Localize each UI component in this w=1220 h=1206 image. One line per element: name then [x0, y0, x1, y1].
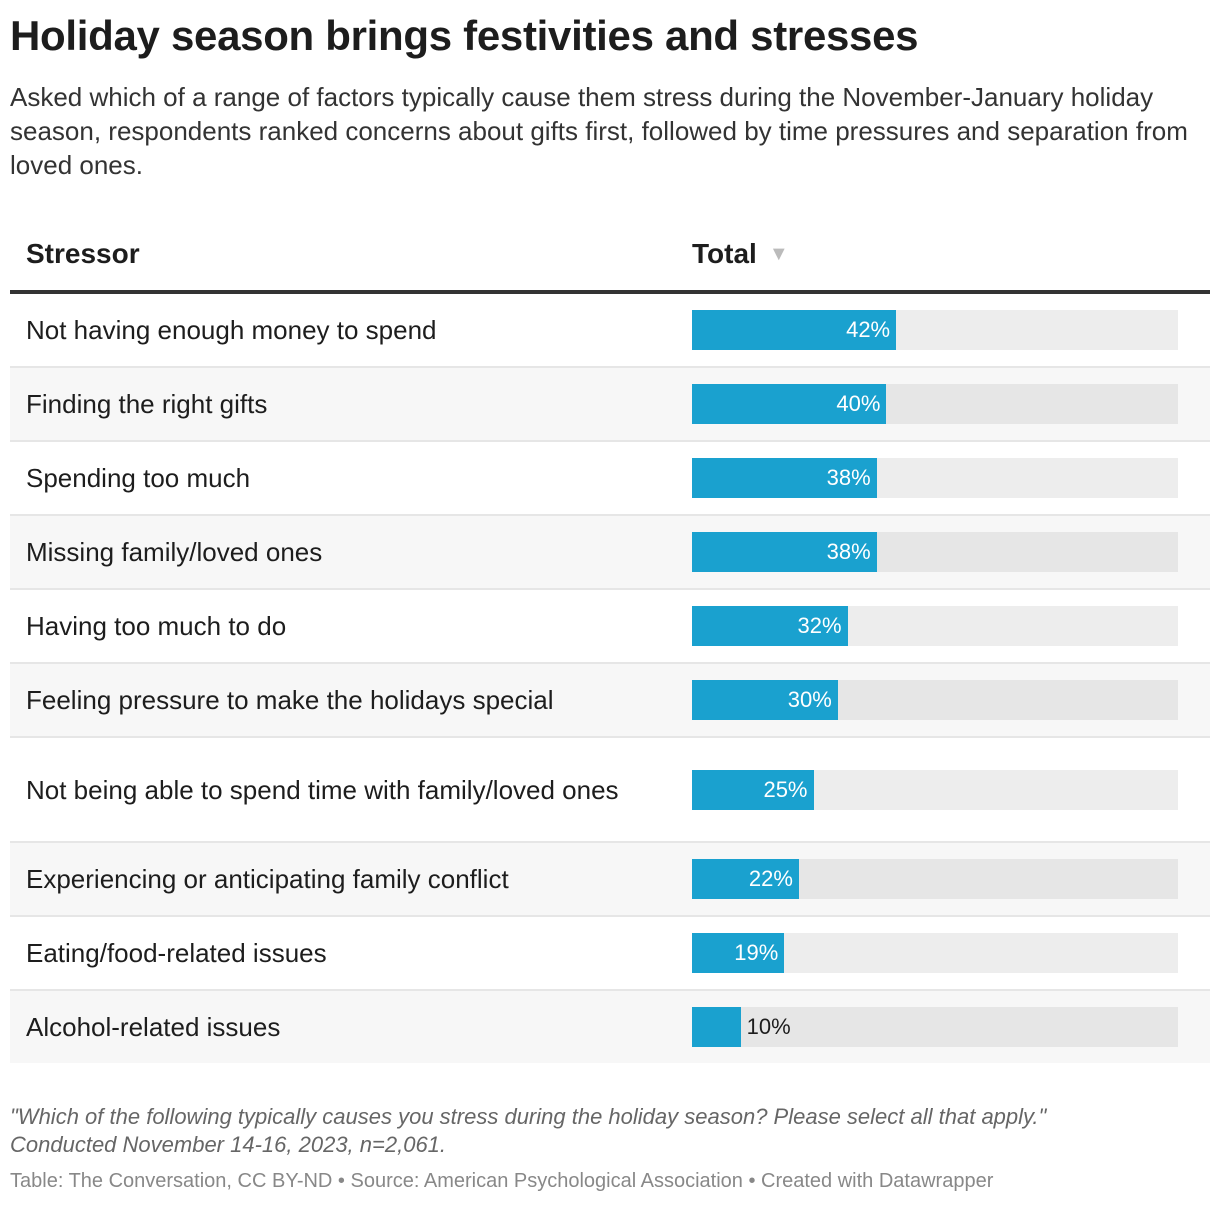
bar-track: 10% [692, 1007, 1178, 1047]
table-row: Not having enough money to spend 42% [10, 294, 1210, 368]
bar-value-label: 42% [846, 317, 891, 342]
table-row: Having too much to do 32% [10, 590, 1210, 664]
row-label: Missing family/loved ones [26, 537, 323, 567]
bar [692, 310, 897, 350]
row-label: Having too much to do [26, 611, 287, 641]
table-row: Finding the right gifts 40% [10, 368, 1210, 442]
row-label: Not having enough money to spend [26, 315, 437, 345]
table-header: Stressor Total ▼ [10, 228, 1210, 294]
footer-credits: Table: The Conversation, CC BY-ND • Sour… [10, 1170, 994, 1192]
bar-track: 19% [692, 933, 1178, 973]
bar-track: 38% [692, 458, 1178, 498]
table-row: Eating/food-related issues 19% [10, 917, 1210, 991]
bar-track: 38% [692, 532, 1178, 572]
notes-question: "Which of the following typically causes… [10, 1104, 1047, 1129]
bar [692, 606, 848, 646]
bar-value-label: 30% [787, 687, 832, 712]
bar [692, 384, 887, 424]
data-table: Stressor Total ▼ Not having enough money… [10, 228, 1210, 1063]
notes-survey-info: Conducted November 14-16, 2023, n=2,061. [10, 1132, 447, 1157]
bar-track: 40% [692, 384, 1178, 424]
table-row: Experiencing or anticipating family conf… [10, 843, 1210, 917]
row-label: Feeling pressure to make the holidays sp… [26, 685, 554, 715]
table-row: Alcohol-related issues 10% [10, 991, 1210, 1063]
bar [692, 933, 785, 973]
row-label: Eating/food-related issues [26, 938, 327, 968]
bar [692, 859, 799, 899]
bar [692, 532, 877, 572]
bar-track: 25% [692, 769, 1178, 810]
table-row: Spending too much 38% [10, 442, 1210, 516]
bar-value-label: 19% [734, 940, 779, 965]
bar-value-label: 22% [748, 866, 793, 891]
table-row: Missing family/loved ones 38% [10, 516, 1210, 590]
column-header-total[interactable]: Total ▼ [692, 238, 789, 270]
table-row: Feeling pressure to make the holidays sp… [10, 664, 1210, 738]
bar-track: 30% [692, 680, 1178, 720]
chart-title: Holiday season brings festivities and st… [10, 12, 919, 59]
bar-value-label: 40% [836, 391, 881, 416]
bar-value-label: 25% [763, 776, 808, 802]
sort-descending-icon[interactable]: ▼ [768, 242, 789, 265]
column-header-total-label: Total [692, 238, 757, 269]
bar [692, 458, 877, 498]
bar-track: 22% [692, 859, 1178, 899]
row-label: Spending too much [26, 463, 251, 493]
chart-subtitle: Asked which of a range of factors typica… [10, 82, 1188, 180]
row-label: Not being able to spend time with family… [26, 774, 619, 805]
bar [692, 680, 838, 720]
bar-value-label: 38% [826, 465, 871, 490]
row-label: Experiencing or anticipating family conf… [26, 864, 509, 894]
bar [692, 769, 814, 810]
bar-value-label: 38% [826, 539, 871, 564]
table-body: Not having enough money to spend 42% Findi… [10, 294, 1210, 1063]
bar-track: 42% [692, 310, 1178, 350]
bar [692, 1007, 741, 1047]
table-row: Not being able to spend time with family… [10, 738, 1210, 843]
bar-track: 32% [692, 606, 1178, 646]
bar-value-label: 32% [797, 613, 842, 638]
column-header-stressor[interactable]: Stressor [26, 238, 140, 269]
bar-value-label: 10% [746, 1014, 791, 1039]
row-label: Alcohol-related issues [26, 1012, 281, 1042]
notes: "Which of the following typically causes… [10, 1103, 1046, 1159]
row-label: Finding the right gifts [26, 389, 268, 419]
